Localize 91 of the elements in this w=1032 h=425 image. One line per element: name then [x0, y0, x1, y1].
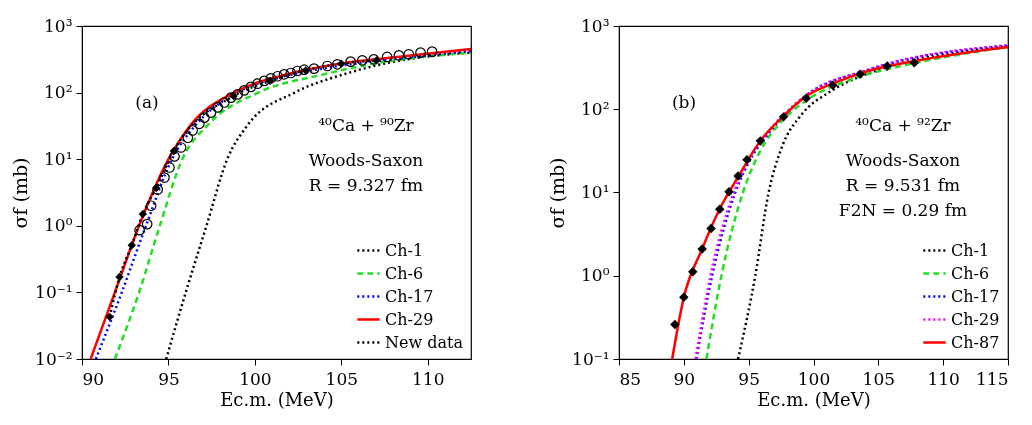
point	[194, 118, 205, 130]
point	[159, 172, 170, 183]
x-tick-label: 95	[738, 368, 760, 389]
point	[403, 48, 415, 60]
x-axis-title: Ec.m. (MeV)	[757, 388, 871, 410]
point	[218, 97, 230, 108]
point	[105, 312, 114, 321]
point	[272, 70, 283, 82]
legend-label: Ch-29	[951, 309, 1000, 329]
point	[415, 47, 426, 58]
point	[278, 69, 290, 80]
x-tick-label: 100	[239, 368, 272, 389]
annotation: ⁴⁰Ca + ⁹⁰Zr	[318, 114, 415, 135]
legend-label: Ch-6	[951, 263, 990, 283]
legend-label: Ch-1	[951, 240, 990, 260]
point	[134, 224, 145, 236]
y-tick-label: 10⁻¹	[572, 348, 610, 369]
x-tick-label: 115	[976, 368, 1009, 389]
annotation: F2N = 0.29 fm	[838, 199, 968, 220]
y-tick-label: 10³	[581, 15, 610, 36]
point	[345, 56, 357, 67]
x-tick-label: 105	[862, 368, 896, 389]
point	[115, 272, 124, 282]
y-tick-label: 10⁰	[44, 215, 73, 236]
point	[332, 58, 343, 70]
annotation: (b)	[671, 91, 697, 112]
point	[182, 132, 194, 144]
point	[141, 218, 153, 230]
point	[372, 56, 381, 65]
annotation: R = 9.327 fm	[308, 174, 424, 195]
point	[127, 241, 136, 250]
point	[187, 125, 198, 136]
y-tick-label: 10¹	[581, 182, 610, 202]
y-tick-label: 10³	[44, 15, 73, 36]
point	[175, 142, 187, 153]
x-tick-label: 85	[619, 368, 642, 389]
y-tick-label: 10¹	[44, 148, 73, 169]
point	[252, 78, 263, 90]
legend-label: Ch-17	[951, 286, 1000, 306]
legend-label: Ch-87	[951, 332, 1000, 352]
point	[321, 60, 333, 72]
point	[265, 76, 275, 86]
point	[356, 55, 368, 66]
point	[225, 92, 237, 103]
point	[337, 59, 346, 68]
annotation: Woods-Saxon	[308, 149, 424, 170]
point	[258, 75, 270, 87]
legend-label: Ch-17	[385, 286, 434, 306]
x-tick-label: 110	[927, 368, 960, 389]
x-tick-label: 105	[325, 368, 359, 389]
annotation: Woods-Saxon	[845, 149, 961, 170]
annotation: ⁴⁰Ca + ⁹²Zr	[855, 114, 952, 135]
point	[232, 89, 243, 100]
legend-label: Ch-1	[385, 240, 424, 260]
point	[265, 72, 277, 84]
y-tick-label: 10⁰	[581, 265, 610, 286]
point	[199, 112, 210, 124]
point	[245, 81, 257, 93]
point	[205, 107, 217, 118]
point	[292, 65, 303, 77]
x-tick-label: 90	[673, 368, 696, 389]
x-tick-label: 95	[158, 368, 180, 389]
y-tick-label: 10²	[44, 82, 73, 103]
point	[145, 200, 157, 212]
point	[169, 151, 180, 162]
y-tick-label: 10⁻²	[35, 348, 73, 369]
point	[285, 67, 297, 79]
point	[212, 102, 224, 113]
annotation: R = 9.531 fm	[845, 174, 961, 195]
point	[169, 146, 178, 156]
x-axis-title: Ec.m. (MeV)	[220, 388, 334, 410]
y-tick-label: 10²	[581, 98, 610, 119]
point	[308, 63, 320, 74]
point	[368, 53, 380, 65]
x-tick-label: 100	[797, 368, 831, 389]
y-axis-title: σf (mb)	[546, 157, 569, 229]
point	[229, 91, 238, 101]
legend-label: Ch-6	[385, 263, 424, 283]
annotation: (a)	[135, 91, 159, 112]
x-tick-label: 90	[82, 368, 105, 389]
point	[393, 49, 405, 61]
y-tick-label: 10⁻¹	[35, 281, 73, 302]
legend-label: Ch-29	[385, 309, 434, 329]
x-tick-label: 110	[412, 368, 445, 389]
point	[238, 85, 250, 96]
point	[426, 46, 438, 57]
point	[381, 51, 393, 63]
point	[138, 209, 148, 219]
point	[164, 162, 175, 173]
y-axis-title: σf (mb)	[9, 157, 32, 229]
legend-label: New data	[385, 332, 464, 352]
